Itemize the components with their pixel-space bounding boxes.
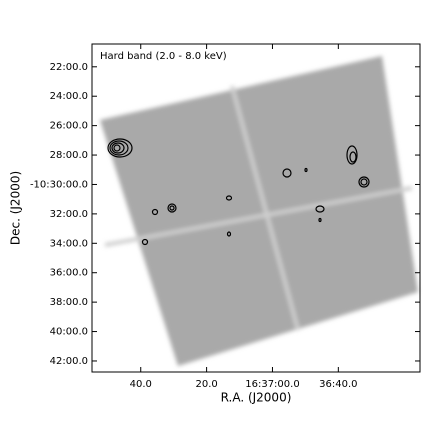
x-tick-label: 40.0 — [130, 379, 152, 390]
x-tick-label: 16:37:00.0 — [245, 379, 299, 390]
y-tick-label: 36:00.0 — [50, 268, 88, 279]
y-tick-label: 38:00.0 — [50, 297, 88, 308]
x-tick-label: 20.0 — [195, 379, 217, 390]
y-tick-label: 22:00.0 — [50, 62, 88, 73]
x-axis-label: R.A. (J2000) — [221, 391, 292, 405]
plot-frame — [91, 43, 421, 373]
y-axis-label: Dec. (J2000) — [9, 171, 23, 245]
y-tick-label: 26:00.0 — [50, 121, 88, 132]
annotation: Hard band (2.0 - 8.0 keV) — [100, 51, 227, 62]
contours — [107, 138, 370, 246]
y-tick-label: 28:00.0 — [50, 150, 88, 161]
y-tick-label: 40:00.0 — [50, 327, 88, 338]
y-tick-label: 34:00.0 — [50, 238, 88, 249]
x-tick-label: 36:40.0 — [319, 379, 357, 390]
y-tick-label: 42:00.0 — [50, 356, 88, 367]
y-tick-label: 24:00.0 — [50, 91, 88, 102]
y-tick-label: 32:00.0 — [50, 209, 88, 220]
sky-image — [100, 56, 418, 366]
y-tick-label: -10:30:00.0 — [30, 179, 88, 190]
